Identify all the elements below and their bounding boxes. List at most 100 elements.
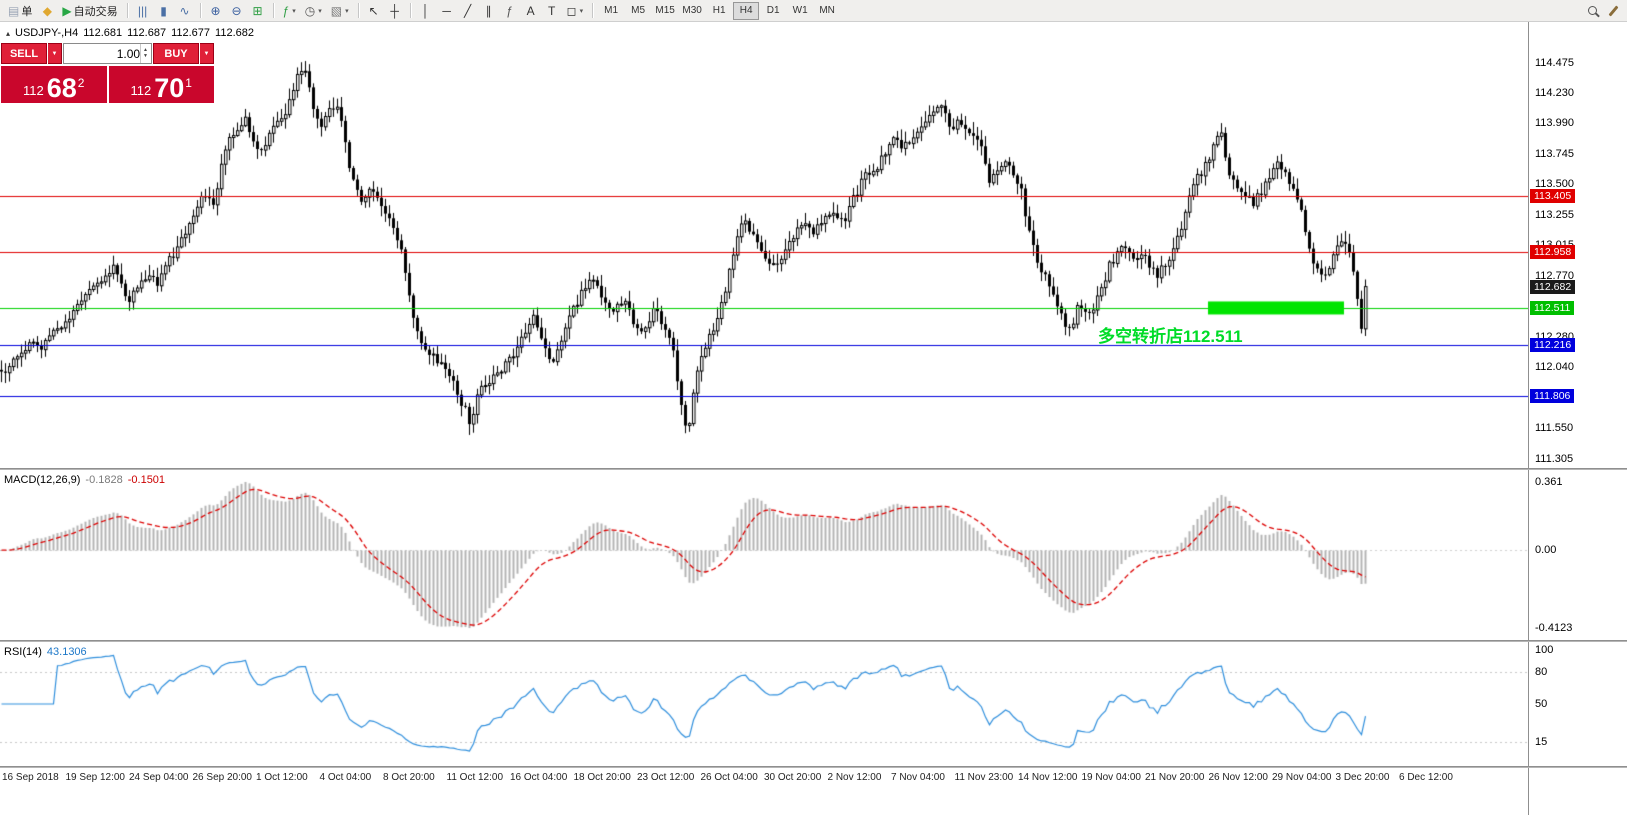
search-button[interactable] — [1582, 1, 1602, 21]
pane-separator[interactable] — [0, 468, 1627, 470]
timeframe-button-m5[interactable]: M5 — [631, 5, 646, 16]
tile-windows-button[interactable]: ⊞ — [248, 1, 268, 21]
pivot-annotation: 多空转折店112.511 — [1098, 327, 1243, 346]
buy-price-button[interactable]: 112 70 1 — [108, 66, 214, 104]
spinner-down-icon[interactable]: ▼ — [143, 52, 148, 59]
pane-separator[interactable] — [0, 640, 1627, 642]
horizontal-line-icon: ─ — [442, 3, 451, 18]
rsi-name: RSI(14) — [4, 646, 42, 658]
autotrade-button[interactable]: ▶ 自动交易 — [58, 1, 121, 21]
time-axis-label: 16 Sep 2018 — [2, 772, 59, 783]
macd-signal-value: -0.1501 — [127, 474, 166, 486]
toolbar-separator — [126, 3, 128, 18]
horizontal-line-button[interactable]: ─ — [437, 1, 457, 21]
timeframe-button-h4[interactable]: H4 — [733, 1, 760, 20]
price-chart[interactable] — [0, 22, 1528, 468]
time-axis-label: 11 Nov 23:00 — [954, 772, 1014, 783]
time-axis-label: 2 Nov 12:00 — [827, 772, 882, 783]
timeframe-button-mn[interactable]: MN — [819, 5, 835, 16]
new-order-button[interactable]: ▤ 单 — [4, 1, 36, 21]
crosshair-button[interactable]: ┼ — [385, 1, 405, 21]
line-chart-icon: ∿ — [179, 3, 190, 18]
autotrade-icon: ▶ — [62, 3, 72, 18]
dropdown-arrow-icon: ▾ — [345, 7, 349, 15]
cursor-icon: ↖ — [368, 3, 379, 18]
templates-button[interactable]: ▧ ▾ — [327, 1, 353, 21]
timeframe-button-d1[interactable]: D1 — [766, 5, 780, 16]
candlestick-chart-button[interactable]: ▮ — [154, 1, 174, 21]
templates-icon: ▧ — [330, 3, 343, 18]
rsi-axis-label: 50 — [1535, 698, 1548, 710]
search-icon — [1587, 6, 1597, 15]
rsi-value: 43.1306 — [46, 646, 87, 658]
buy-button[interactable]: BUY — [153, 43, 199, 64]
periods-button[interactable]: ◷ ▾ — [301, 1, 326, 21]
macd-axis-label: 0.361 — [1535, 476, 1563, 488]
fibonacci-button[interactable]: ƒ — [500, 1, 520, 21]
symbol-info: ▴ USDJPY-,H4 112.681 112.687 112.677 112… — [6, 27, 254, 39]
trendline-button[interactable]: ╱ — [458, 1, 478, 21]
pencil-icon — [1607, 4, 1619, 17]
new-order-button-label: 单 — [21, 5, 33, 18]
timeframe-button-m30[interactable]: M30 — [682, 5, 702, 16]
zoom-in-button[interactable]: ⊕ — [206, 1, 226, 21]
buy-price-pips: 70 — [154, 73, 185, 104]
time-axis-label: 4 Oct 04:00 — [319, 772, 372, 783]
price-axis-label: 113.500 — [1535, 178, 1574, 191]
new-order-icon: ▤ — [8, 3, 20, 18]
buy-price-point: 1 — [185, 76, 192, 90]
lot-spinner[interactable]: ▲ ▼ — [140, 44, 150, 63]
rsi-axis-label: 100 — [1535, 644, 1554, 656]
shapes-button[interactable]: ◻ ▾ — [563, 1, 587, 21]
vertical-line-button[interactable]: │ — [416, 1, 436, 21]
vertical-line-icon: │ — [421, 3, 430, 18]
timeframe-button-m15[interactable]: M15 — [655, 5, 675, 16]
sell-button[interactable]: SELL — [1, 43, 47, 64]
time-axis-label: 16 Oct 04:00 — [510, 772, 568, 783]
time-axis[interactable]: 16 Sep 2018 19 Sep 12:00 24 Sep 04:00 26 Se… — [0, 768, 1528, 815]
line-chart-button[interactable]: ∿ — [175, 1, 195, 21]
spinner-up-icon[interactable]: ▲ — [143, 47, 148, 53]
rsi-indicator-chart[interactable] — [0, 642, 1528, 766]
price-axis-badge: 112.958 — [1530, 245, 1576, 260]
pane-separator[interactable] — [0, 766, 1627, 768]
chart-symbol-icon: ▴ — [6, 28, 11, 38]
shapes-icon: ◻ — [566, 3, 577, 18]
channel-icon: ∥ — [485, 3, 492, 18]
channel-button[interactable]: ∥ — [479, 1, 499, 21]
timeframe-button-w1[interactable]: W1 — [792, 5, 808, 16]
timeframe-button-m1[interactable]: M1 — [604, 5, 619, 16]
price-axis[interactable]: 114.475 114.230 113.990 113.745 113.500 113.2… — [1528, 22, 1627, 815]
toolbar: ▤ 单 ◆ ▶ 自动交易 ||| ▮ ∿ ⊕ ⊖ ⊞ ƒ ▾ ◷ ▾ ▧ ▾ ↖ ┼ │ ─ ╱ ∥ ƒ A T ◻ ▾ M1 M5 M15… — [0, 0, 1627, 22]
buy-dropdown-button[interactable]: ▼ — [200, 43, 214, 64]
timeframe-button-h1[interactable]: H1 — [712, 5, 726, 16]
text-icon: A — [526, 3, 535, 18]
bar-chart-button[interactable]: ||| — [133, 1, 153, 21]
sell-dropdown-button[interactable]: ▼ — [48, 43, 62, 64]
rsi-axis-label: 80 — [1535, 665, 1548, 678]
time-axis-label: 24 Sep 04:00 — [129, 772, 189, 783]
price-axis-label: 112.040 — [1535, 360, 1574, 373]
label-button[interactable]: T — [542, 1, 562, 21]
macd-indicator-chart[interactable] — [0, 470, 1528, 640]
sell-price-button[interactable]: 112 68 2 — [1, 66, 107, 103]
time-axis-label: 30 Oct 20:00 — [764, 772, 822, 783]
price-axis-badge: 112.511 — [1530, 300, 1575, 315]
indicators-button[interactable]: ƒ ▾ — [279, 1, 300, 21]
tile-windows-icon: ⊞ — [252, 3, 263, 18]
price-axis-label: 112.770 — [1535, 269, 1574, 282]
crosshair-icon: ┼ — [390, 3, 399, 18]
time-axis-label: 3 Dec 20:00 — [1335, 772, 1390, 783]
lot-size-input[interactable]: 1.00 ▲ ▼ — [63, 43, 152, 64]
time-axis-label: 8 Oct 20:00 — [383, 772, 435, 783]
time-axis-label: 18 Oct 20:00 — [573, 772, 631, 783]
price-axis-label: 113.255 — [1535, 209, 1574, 222]
dropdown-arrow-icon: ▾ — [292, 7, 296, 15]
market-history-button[interactable]: ◆ — [37, 1, 57, 21]
zoom-out-button[interactable]: ⊖ — [227, 1, 247, 21]
text-button[interactable]: A — [521, 1, 541, 21]
cursor-button[interactable]: ↖ — [364, 1, 384, 21]
price-axis-label: 114.475 — [1535, 56, 1574, 69]
quick-edit-button[interactable] — [1603, 1, 1623, 21]
